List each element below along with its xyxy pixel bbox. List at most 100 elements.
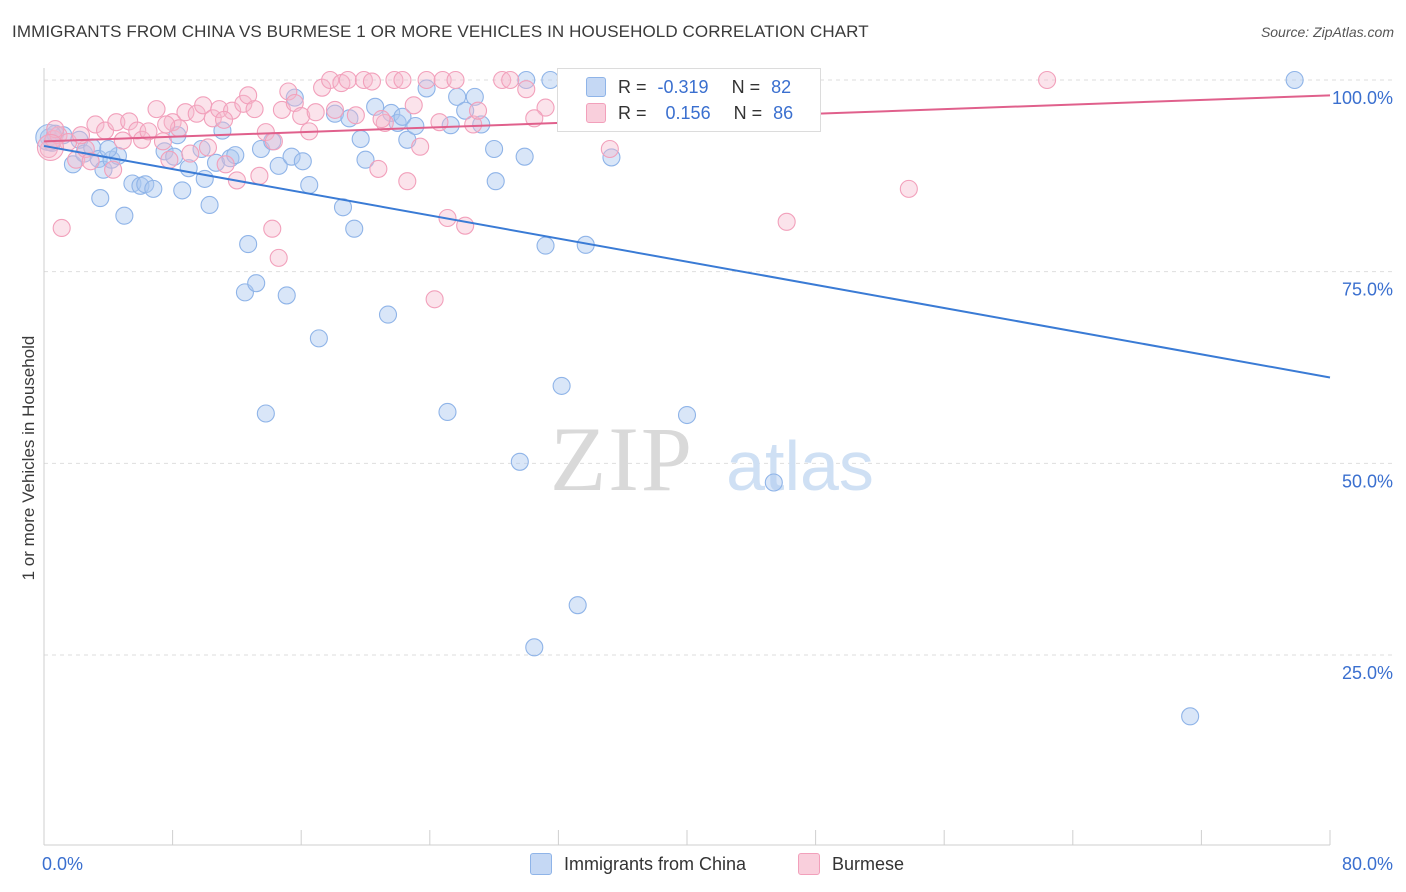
data-point-china xyxy=(309,329,328,348)
data-point-burmese xyxy=(176,103,195,122)
data-point-china xyxy=(486,172,505,191)
data-point-china xyxy=(325,104,345,123)
watermark-zip: ZIP xyxy=(550,408,694,510)
data-point-china xyxy=(552,376,571,395)
data-point-burmese xyxy=(107,113,126,132)
data-point-burmese xyxy=(346,106,365,125)
data-point-china xyxy=(206,153,226,172)
bottom-legend-swatch-burmese xyxy=(798,853,820,875)
data-point-china xyxy=(345,219,364,238)
axes xyxy=(43,68,1331,846)
y-tick-label: 75.0% xyxy=(1342,280,1393,300)
x-tick-label: 0.0% xyxy=(42,854,83,874)
data-point-burmese xyxy=(113,131,132,150)
legend-n-value-china: 82 xyxy=(771,76,792,97)
data-point-burmese xyxy=(338,70,357,90)
data-point-burmese xyxy=(501,70,520,90)
data-point-china xyxy=(485,139,504,159)
legend-swatch-china xyxy=(586,77,606,97)
data-point-burmese xyxy=(536,98,555,117)
data-point-burmese xyxy=(899,179,918,198)
data-point-china xyxy=(568,596,587,615)
data-point-burmese xyxy=(325,100,345,119)
data-point-burmese xyxy=(160,150,179,169)
trend-lines xyxy=(43,94,1331,379)
data-point-china xyxy=(677,405,697,425)
data-point-burmese xyxy=(306,103,325,122)
data-point-china xyxy=(1285,70,1304,90)
data-point-burmese xyxy=(425,290,444,309)
data-point-burmese xyxy=(245,100,264,119)
legend-r-label: R = xyxy=(618,102,647,123)
data-point-burmese xyxy=(153,132,173,151)
data-point-china xyxy=(525,638,544,657)
source-credit: Source: ZipAtlas.com xyxy=(1260,24,1394,40)
data-point-china xyxy=(441,116,460,135)
data-point-burmese xyxy=(139,122,158,141)
legend-r-value-burmese: 0.156 xyxy=(665,102,711,123)
data-point-china xyxy=(1181,707,1200,726)
data-point-burmese xyxy=(525,109,544,128)
y-tick-label: 25.0% xyxy=(1342,663,1393,683)
data-point-china xyxy=(764,473,783,492)
data-point-burmese xyxy=(600,139,619,159)
data-point-burmese xyxy=(264,132,283,151)
data-point-burmese xyxy=(411,137,430,156)
y-tick-label: 100.0% xyxy=(1332,88,1393,108)
data-point-china xyxy=(406,116,425,136)
data-point-china xyxy=(356,150,375,169)
data-point-china xyxy=(144,179,163,198)
legend-r-value-china: -0.319 xyxy=(657,76,709,97)
bottom-legend-label-china: Immigrants from China xyxy=(564,853,747,874)
data-point-burmese xyxy=(198,138,218,157)
axis-labels: 25.0% 50.0% 75.0% 100.0% 0.0% 80.0% 1 or more … xyxy=(19,88,1393,874)
data-point-china xyxy=(465,87,484,106)
bottom-legend-burmese: Burmese xyxy=(798,851,904,877)
data-point-burmese xyxy=(468,101,488,120)
data-point-burmese xyxy=(147,100,166,119)
data-point-burmese xyxy=(81,152,100,171)
data-point-china xyxy=(91,189,110,208)
data-point-burmese xyxy=(157,115,176,134)
data-point-china xyxy=(173,181,192,200)
series-china-points xyxy=(35,70,1304,726)
watermark: ZIP atlas xyxy=(550,408,874,510)
data-point-burmese xyxy=(404,96,423,115)
data-point-burmese xyxy=(464,115,483,134)
data-point-china xyxy=(293,152,312,171)
data-point-china xyxy=(239,235,258,254)
legend-n-value-burmese: 86 xyxy=(773,102,794,123)
data-point-china xyxy=(438,402,457,422)
data-point-burmese xyxy=(777,212,796,231)
data-point-burmese xyxy=(517,80,536,99)
data-point-burmese xyxy=(446,70,465,90)
data-point-burmese xyxy=(321,70,340,90)
data-point-china xyxy=(277,286,296,305)
data-point-china xyxy=(269,156,288,175)
legend-swatch-burmese xyxy=(586,103,606,123)
data-point-china xyxy=(515,147,534,166)
y-axis-title: 1 or more Vehicles in Household xyxy=(19,336,38,581)
data-point-china xyxy=(282,147,301,166)
data-point-burmese xyxy=(393,70,412,90)
series-burmese-points xyxy=(36,70,1057,309)
bottom-legend-swatch-china xyxy=(530,853,552,875)
data-point-burmese xyxy=(234,94,253,113)
data-point-china xyxy=(115,206,134,225)
data-point-burmese xyxy=(203,109,222,128)
watermark-atlas: atlas xyxy=(726,427,874,505)
data-point-burmese xyxy=(269,248,288,267)
data-point-china xyxy=(256,404,275,423)
bottom-legend-label-burmese: Burmese xyxy=(832,853,905,874)
data-point-burmese xyxy=(86,115,105,134)
data-point-burmese xyxy=(398,172,417,191)
data-point-burmese xyxy=(372,110,391,129)
data-point-china xyxy=(382,103,401,123)
grid-lines xyxy=(44,79,1392,656)
bottom-legend-china: Immigrants from China xyxy=(530,851,746,877)
legend-r-label: R = xyxy=(618,76,647,97)
legend-n-label: N = xyxy=(731,76,761,97)
data-point-burmese xyxy=(104,160,123,179)
data-point-burmese xyxy=(46,120,65,139)
data-point-burmese xyxy=(279,82,298,101)
